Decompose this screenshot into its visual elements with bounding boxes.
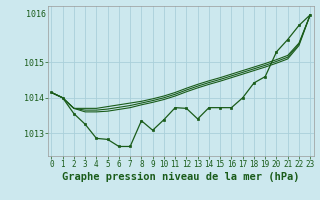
X-axis label: Graphe pression niveau de la mer (hPa): Graphe pression niveau de la mer (hPa) xyxy=(62,172,300,182)
Text: 1016: 1016 xyxy=(26,10,46,19)
